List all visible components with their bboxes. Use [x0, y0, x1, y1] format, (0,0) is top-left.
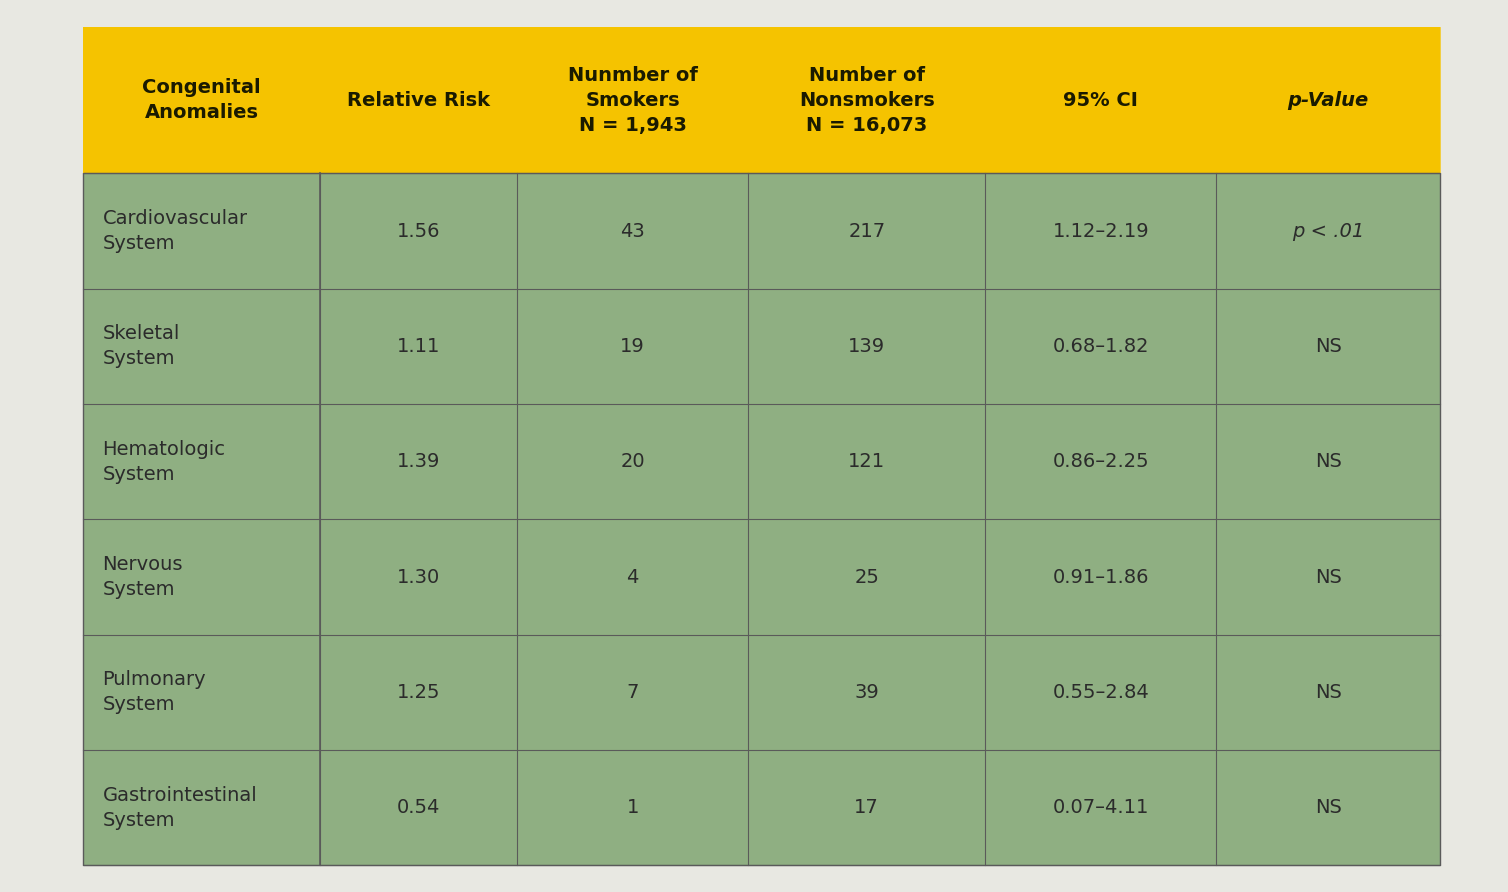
Text: NS: NS [1315, 567, 1342, 587]
Text: 1.30: 1.30 [397, 567, 440, 587]
Text: 0.55–2.84: 0.55–2.84 [1053, 682, 1149, 702]
Text: Pulmonary
System: Pulmonary System [103, 670, 207, 714]
Text: 1.56: 1.56 [397, 221, 440, 241]
Text: Nervous
System: Nervous System [103, 555, 182, 599]
Bar [1215, 404, 1440, 519]
Text: NS: NS [1315, 682, 1342, 702]
Bar [748, 27, 986, 173]
Bar [748, 173, 986, 289]
Bar [986, 519, 1215, 635]
Text: NS: NS [1315, 798, 1342, 817]
Bar [83, 404, 320, 519]
Bar [748, 289, 986, 404]
Bar [517, 173, 748, 289]
Bar [320, 519, 517, 635]
Bar [986, 404, 1215, 519]
Bar [1215, 173, 1440, 289]
Bar [517, 750, 748, 865]
Text: NS: NS [1315, 452, 1342, 471]
Text: Skeletal
System: Skeletal System [103, 325, 179, 368]
Bar [83, 27, 1440, 173]
Bar [517, 27, 748, 173]
Bar [748, 635, 986, 750]
Text: Number of
Nonsmokers
N = 16,073: Number of Nonsmokers N = 16,073 [799, 66, 935, 135]
Bar [83, 173, 1440, 865]
Bar [517, 289, 748, 404]
Bar [320, 404, 517, 519]
Text: Congenital
Anomalies: Congenital Anomalies [142, 78, 261, 122]
Text: 0.07–4.11: 0.07–4.11 [1053, 798, 1149, 817]
Bar [986, 635, 1215, 750]
Bar [83, 750, 320, 865]
Bar [83, 289, 320, 404]
Text: NS: NS [1315, 337, 1342, 356]
Bar [1215, 27, 1440, 173]
Text: Gastrointestinal
System: Gastrointestinal System [103, 786, 258, 830]
Bar [748, 519, 986, 635]
Text: 1.39: 1.39 [397, 452, 440, 471]
Bar [517, 519, 748, 635]
Bar [1215, 750, 1440, 865]
Bar [83, 635, 320, 750]
Text: 1.25: 1.25 [397, 682, 440, 702]
Text: p < .01: p < .01 [1292, 221, 1365, 241]
Text: 43: 43 [620, 221, 645, 241]
Bar [1215, 519, 1440, 635]
Bar [748, 750, 986, 865]
Text: Nunmber of
Smokers
N = 1,943: Nunmber of Smokers N = 1,943 [567, 66, 698, 135]
Text: 1.12–2.19: 1.12–2.19 [1053, 221, 1149, 241]
Bar [517, 635, 748, 750]
Text: 1.11: 1.11 [397, 337, 440, 356]
Text: 19: 19 [620, 337, 645, 356]
Bar [1215, 289, 1440, 404]
Bar [320, 173, 517, 289]
Text: 0.86–2.25: 0.86–2.25 [1053, 452, 1149, 471]
Bar [320, 635, 517, 750]
Bar [1215, 635, 1440, 750]
Text: 95% CI: 95% CI [1063, 91, 1139, 110]
Bar [748, 404, 986, 519]
Text: 139: 139 [847, 337, 885, 356]
Bar [83, 27, 320, 173]
Text: 0.68–1.82: 0.68–1.82 [1053, 337, 1149, 356]
Bar [83, 173, 320, 289]
Text: 4: 4 [626, 567, 639, 587]
Bar [517, 404, 748, 519]
Text: 20: 20 [620, 452, 645, 471]
Text: 0.54: 0.54 [397, 798, 440, 817]
Text: Relative Risk: Relative Risk [347, 91, 490, 110]
Text: 1: 1 [626, 798, 639, 817]
Text: 39: 39 [855, 682, 879, 702]
Text: 7: 7 [626, 682, 639, 702]
Text: 17: 17 [855, 798, 879, 817]
Text: p-Value: p-Value [1288, 91, 1369, 110]
Text: 121: 121 [847, 452, 885, 471]
Bar [986, 289, 1215, 404]
Bar [320, 289, 517, 404]
Bar [986, 173, 1215, 289]
Bar [320, 27, 517, 173]
Text: Hematologic
System: Hematologic System [103, 440, 226, 483]
Bar [83, 519, 320, 635]
Bar [986, 27, 1215, 173]
Bar [320, 750, 517, 865]
Text: 0.91–1.86: 0.91–1.86 [1053, 567, 1149, 587]
Bar [986, 750, 1215, 865]
Text: 217: 217 [847, 221, 885, 241]
Text: 25: 25 [855, 567, 879, 587]
Text: Cardiovascular
System: Cardiovascular System [103, 209, 247, 253]
